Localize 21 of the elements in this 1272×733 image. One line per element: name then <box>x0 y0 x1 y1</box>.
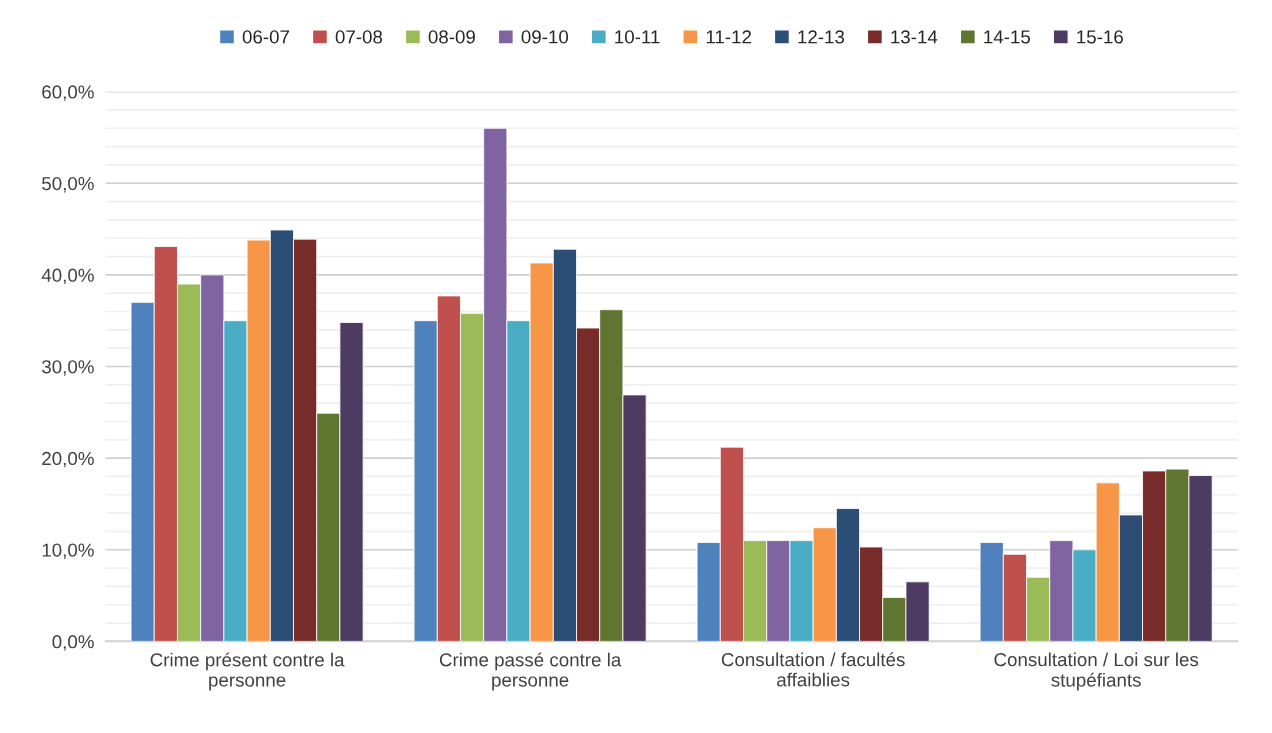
legend-label: 07-08 <box>335 30 383 44</box>
y-tick-label: 10,0% <box>42 543 94 559</box>
y-tick-label: 30,0% <box>42 360 94 376</box>
legend-label: 09-10 <box>521 30 569 44</box>
legend-label: 11-12 <box>706 30 751 44</box>
y-tick-label: 50,0% <box>42 176 94 193</box>
legend-label: 08-09 <box>428 30 475 44</box>
x-tick-label: Consultation / Loi sur les stupéfiants <box>994 652 1199 691</box>
x-tick-label: Crime présent contre la personne <box>150 652 345 691</box>
x-tick-label: Crime passé contre la personne <box>439 652 622 691</box>
y-tick-label: 0,0% <box>52 635 94 651</box>
legend-label: 14-15 <box>984 30 1030 44</box>
y-tick-label: 20,0% <box>42 451 94 468</box>
legend-label: 10-11 <box>615 30 660 44</box>
legend-label: 06-07 <box>242 30 290 44</box>
legend-label: 15-16 <box>1077 30 1123 44</box>
legend-label: 12-13 <box>798 30 845 44</box>
y-tick-label: 40,0% <box>41 268 94 285</box>
y-tick-label: 60,0% <box>42 85 94 101</box>
x-tick-label: Consultation / facultés affaiblies <box>721 652 905 687</box>
legend-label: 13-14 <box>891 30 938 44</box>
